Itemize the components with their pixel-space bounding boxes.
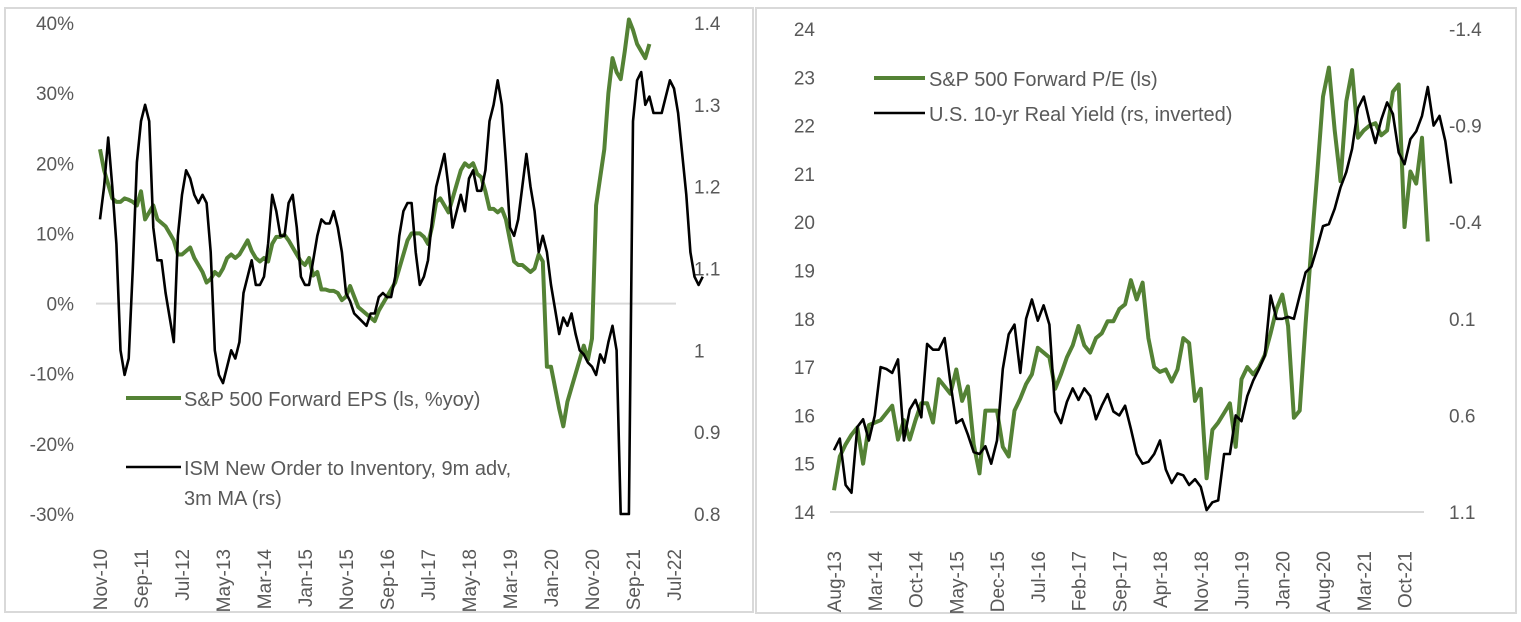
y-left-tick-label: 14	[794, 503, 816, 524]
x-tick-label: Jul-12	[173, 549, 194, 601]
legend-label-eps: S&P 500 Forward EPS (ls, %yoy)	[184, 389, 480, 411]
y-right-tick-label: 1.1	[694, 260, 720, 281]
series-line-secondary	[98, 70, 704, 516]
legend: S&P 500 Forward P/E (ls) U.S. 10-yr Real…	[874, 69, 1232, 126]
y-right-tick-label: 0.6	[1449, 406, 1475, 427]
x-tick-label: May-13	[214, 549, 235, 612]
x-tick-label: Aug-20	[1314, 551, 1335, 612]
x-tick-label: Sep-11	[132, 549, 153, 609]
y-right-tick-label: 1.3	[694, 96, 720, 117]
y-right-tick-label: 1.4	[694, 14, 721, 35]
y-left-tick-label: 0%	[47, 295, 75, 316]
x-tick-label: Jul-17	[419, 549, 440, 601]
axes: 40% 30% 20% 10% 0% -10% -20% -30% 1.4 1.3 1.2 1.1 1 0…	[30, 14, 721, 612]
y-left-tick-label: 18	[794, 310, 815, 331]
plot-lines	[98, 17, 704, 516]
x-tick-label: Jan-20	[542, 549, 563, 607]
legend-label-ism-line2: 3m MA (rs)	[184, 488, 282, 510]
plot-lines	[832, 65, 1453, 512]
y-left-tick-label: 20%	[36, 154, 74, 175]
legend-label-real-yield: U.S. 10-yr Real Yield (rs, inverted)	[929, 104, 1232, 126]
y-left-tick-label: -10%	[30, 365, 74, 386]
y-left-tick-label: 19	[794, 262, 815, 283]
x-tick-label: Mar-14	[866, 551, 887, 612]
y-left-tick-label: 30%	[36, 84, 74, 105]
y-left-tick-label: 40%	[36, 14, 74, 35]
x-tick-label: Apr-18	[1151, 551, 1172, 608]
y-right-tick-label: 0.8	[694, 505, 720, 526]
y-left-tick-label: 10%	[36, 224, 74, 245]
x-tick-label: Mar-14	[255, 549, 276, 610]
series-line-primary	[98, 17, 652, 429]
x-tick-label: Nov-15	[337, 549, 358, 610]
y-left-tick-label: 21	[794, 165, 815, 186]
x-tick-label: Oct-21	[1396, 551, 1417, 608]
y-left-tick-label: 23	[794, 68, 815, 89]
y-left-tick-label: 15	[794, 455, 815, 476]
y-right-tick-label: -0.4	[1449, 213, 1482, 234]
series-line-primary	[832, 65, 1430, 491]
chart-panel-left: 40% 30% 20% 10% 0% -10% -20% -30% 1.4 1.3 1.2 1.1 1 0…	[4, 7, 754, 613]
x-tick-label: Sep-17	[1110, 551, 1131, 612]
x-tick-label: Feb-17	[1070, 551, 1091, 611]
y-right-tick-label: 1	[694, 341, 705, 362]
y-left-tick-label: 20	[794, 213, 815, 234]
legend-label-ism: ISM New Order to Inventory, 9m adv,	[184, 458, 511, 480]
y-right-tick-label: -0.9	[1449, 117, 1482, 138]
x-tick-label: Mar-19	[501, 549, 522, 609]
eps-vs-ism-chart: 40% 30% 20% 10% 0% -10% -20% -30% 1.4 1.3 1.2 1.1 1 0…	[30, 14, 721, 612]
y-right-tick-label: 0.9	[694, 423, 720, 444]
legend: S&P 500 Forward EPS (ls, %yoy) ISM New O…	[126, 389, 511, 510]
y-right-tick-label: -1.4	[1449, 20, 1482, 41]
series-line-secondary	[832, 85, 1453, 512]
x-tick-label: May-15	[947, 551, 968, 614]
x-tick-label: Aug-13	[825, 551, 846, 612]
y-right-tick-label: 1.1	[1449, 503, 1475, 524]
x-tick-label: Nov-10	[91, 549, 112, 610]
y-left-tick-label: 24	[794, 20, 816, 41]
x-tick-label: Oct-14	[907, 551, 928, 608]
legend-label-pe: S&P 500 Forward P/E (ls)	[929, 69, 1158, 91]
y-left-tick-label: -30%	[30, 505, 74, 526]
x-tick-label: Jan-20	[1273, 551, 1294, 609]
y-left-tick-label: 22	[794, 117, 815, 138]
y-left-tick-label: 17	[794, 358, 815, 379]
y-left-tick-label: -20%	[30, 435, 74, 456]
axes: 24 23 22 21 20 19 18 17 16 15 14 -1.4 -0.9 -0.4 0.1 0.6…	[794, 20, 1482, 614]
x-tick-label: Jan-15	[296, 549, 317, 607]
pe-vs-real-yield-chart: 24 23 22 21 20 19 18 17 16 15 14 -1.4 -0.9 -0.4 0.1 0.6…	[794, 20, 1482, 614]
x-tick-label: Jul-16	[1029, 551, 1050, 603]
x-tick-label: Sep-16	[378, 549, 399, 610]
x-tick-label: Jun-19	[1233, 551, 1254, 609]
x-tick-label: Nov-18	[1192, 551, 1213, 612]
x-tick-label: Dec-15	[988, 551, 1009, 612]
x-tick-label: May-18	[460, 549, 481, 612]
y-right-tick-label: 1.2	[694, 178, 720, 199]
y-left-tick-label: 16	[794, 406, 815, 427]
y-right-tick-label: 0.1	[1449, 310, 1475, 331]
x-tick-label: Mar-21	[1355, 551, 1376, 611]
x-tick-label: Sep-21	[624, 549, 645, 610]
chart-panel-right: 24 23 22 21 20 19 18 17 16 15 14 -1.4 -0.9 -0.4 0.1 0.6…	[755, 7, 1517, 614]
x-tick-label: Nov-20	[583, 549, 604, 610]
x-tick-label: Jul-22	[665, 549, 686, 601]
